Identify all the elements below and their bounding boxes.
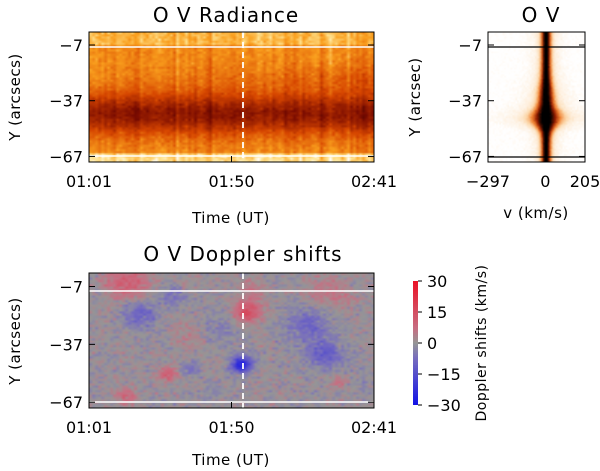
doppler-map — [89, 273, 374, 408]
colorbar-tick-label: −30 — [427, 396, 461, 415]
colorbar-tick-label: 30 — [427, 272, 447, 291]
y-tick-label: −7 — [59, 278, 83, 297]
colorbar-tick-label: 15 — [427, 303, 447, 322]
profile-title: O V — [522, 3, 561, 27]
profile-map — [488, 32, 585, 162]
radiance-xlabel: Time (UT) — [191, 209, 270, 227]
profile-panel: O V −7 −37 −67 −297 0 205 Y (arcsec) v (km/s… — [406, 3, 600, 222]
x-tick-label: 02:41 — [351, 172, 397, 191]
x-tick-label: 01:01 — [66, 172, 112, 191]
colorbar-ticks: 30 15 0 −15 −30 — [418, 272, 461, 415]
x-tick-label: 205 — [570, 172, 600, 191]
x-tick-label: 02:41 — [351, 418, 397, 437]
profile-xlabel: v (km/s) — [503, 204, 569, 222]
x-tick-label: 0 — [540, 172, 550, 191]
doppler-panel: O V Doppler shifts −7 −37 −67 01:01 01:50 02… — [6, 242, 397, 469]
x-tick-label: 01:01 — [66, 418, 112, 437]
y-tick-label: −7 — [59, 36, 83, 55]
colorbar-label: Doppler shifts (km/s) — [474, 265, 490, 422]
radiance-ylabel: Y (arcsecs) — [6, 53, 24, 142]
y-tick-label: −37 — [448, 92, 482, 111]
doppler-x-ticks: 01:01 01:50 02:41 — [66, 402, 397, 437]
radiance-title: O V Radiance — [153, 3, 299, 27]
x-tick-label: −297 — [466, 172, 510, 191]
x-tick-label: 01:50 — [208, 172, 254, 191]
y-tick-label: −37 — [49, 335, 83, 354]
doppler-colorbar: 30 15 0 −15 −30 Doppler shifts (km/s) — [413, 265, 490, 422]
radiance-y-ticks: −7 −37 −67 — [49, 36, 374, 166]
y-tick-label: −67 — [448, 147, 482, 166]
radiance-panel: O V Radiance −7 −37 −67 01:01 01:50 02:41 Y … — [6, 3, 397, 227]
doppler-title: O V Doppler shifts — [143, 242, 342, 266]
y-tick-label: −67 — [49, 147, 83, 166]
radiance-x-ticks: 01:01 01:50 02:41 — [66, 156, 397, 191]
profile-ylabel: Y (arcsec) — [406, 57, 424, 137]
doppler-y-ticks: −7 −37 −67 — [49, 278, 374, 412]
doppler-ylabel: Y (arcsecs) — [6, 297, 24, 386]
colorbar-tick-label: −15 — [427, 365, 461, 384]
profile-y-ticks: −7 −37 −67 — [448, 36, 585, 166]
radiance-map — [89, 32, 374, 162]
profile-frame — [487, 31, 586, 163]
y-tick-label: −37 — [49, 92, 83, 111]
doppler-xlabel: Time (UT) — [191, 451, 270, 469]
y-tick-label: −67 — [49, 393, 83, 412]
x-tick-label: 01:50 — [208, 418, 254, 437]
profile-x-ticks: −297 0 205 — [466, 156, 600, 191]
colorbar-tick-label: 0 — [427, 334, 437, 353]
colorbar-gradient — [413, 281, 418, 405]
y-tick-label: −7 — [458, 36, 482, 55]
